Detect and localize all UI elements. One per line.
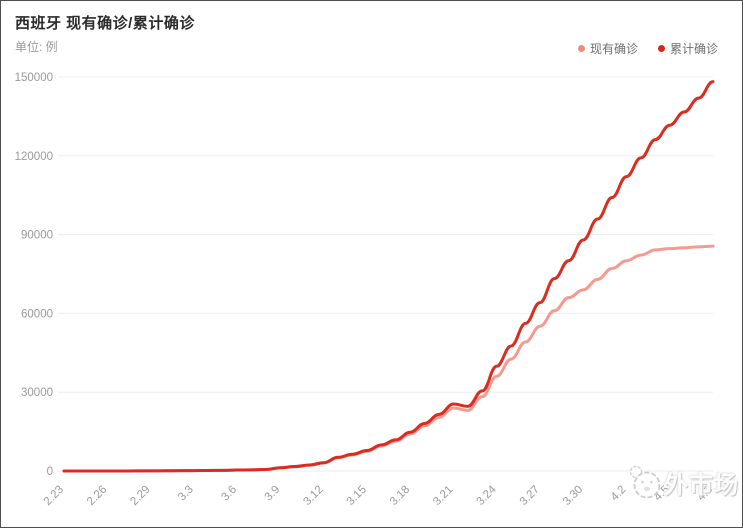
legend-label-current: 现有确诊 (589, 42, 638, 56)
x-axis-tick-label: 3.9 (263, 484, 283, 504)
y-axis-tick-label: 30000 (21, 387, 53, 399)
x-axis-tick-label: 4.2 (609, 484, 629, 504)
y-axis-tick-label: 0 (47, 466, 53, 478)
y-axis-tick-label: 60000 (21, 308, 53, 320)
x-axis-tick-label: 3.24 (474, 483, 499, 508)
x-axis-tick-label: 4.5 (652, 484, 672, 504)
y-axis-tick-label: 120000 (15, 151, 53, 163)
x-axis-tick-label: 4.8 (695, 484, 715, 504)
x-axis-tick-label: 2.29 (128, 484, 152, 508)
legend-label-cumulative: 累计确诊 (669, 42, 718, 56)
legend-dot-current-icon (577, 45, 585, 52)
y-axis-tick-label: 150000 (15, 72, 53, 84)
x-axis-tick-label: 3.6 (219, 484, 239, 504)
x-axis-tick-label: 3.21 (431, 484, 455, 508)
x-axis-tick-label: 3.15 (345, 484, 369, 508)
y-axis-tick-label: 90000 (21, 230, 53, 242)
x-axis-tick-label: 3.12 (301, 484, 325, 508)
legend: 现有确诊 累计确诊 (577, 40, 718, 57)
series-line-current-confirmed[interactable] (62, 244, 715, 473)
x-axis-tick-label: 2.23 (42, 484, 66, 508)
x-axis-tick-label: 3.30 (561, 484, 585, 508)
x-axis-tick-label: 2.26 (85, 484, 109, 508)
x-axis-tick-label: 3.27 (518, 484, 542, 508)
legend-item-current-confirmed[interactable]: 现有确诊 (577, 40, 638, 57)
unit-label: 单位: 例 (15, 40, 58, 54)
legend-dot-cumulative-icon (657, 45, 665, 52)
legend-item-cumulative-confirmed[interactable]: 累计确诊 (657, 40, 718, 57)
x-axis-tick-label: 3.3 (176, 484, 196, 504)
chart-title: 西班牙 现有确诊/累计确诊 (15, 15, 195, 32)
series-line-cumulative-confirmed[interactable] (62, 80, 715, 473)
x-axis-tick-label: 3.18 (388, 484, 412, 508)
